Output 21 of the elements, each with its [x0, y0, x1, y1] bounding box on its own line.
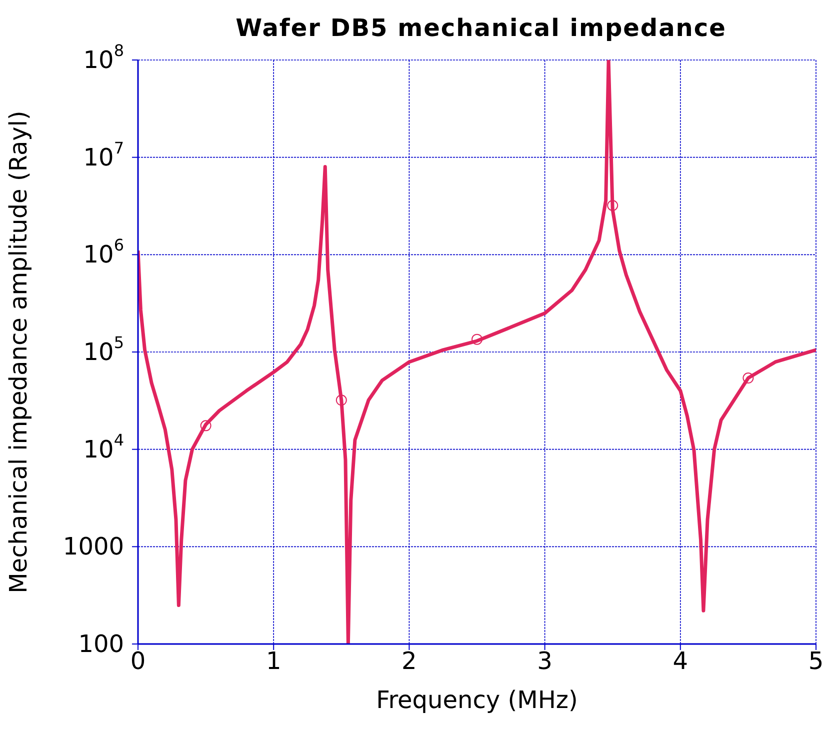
point [200, 420, 212, 432]
x-tick-label: 0 [130, 647, 146, 676]
y-tick-label: 10$^{6}$ [83, 236, 124, 269]
y-tick-label: 10$^{7}$ [83, 138, 124, 172]
point [472, 334, 482, 345]
y-axis-title: Mechanical impedance amplitude (Rayl) [4, 110, 33, 594]
point [607, 200, 618, 211]
y-tick-label: 1000 [62, 532, 124, 561]
x-tick-label: 4 [672, 647, 688, 676]
y-tick-label: 100 [78, 630, 124, 658]
x-tick-label: 5 [808, 647, 824, 676]
point [336, 394, 347, 406]
y-tick-label: 10$^{5}$ [83, 333, 124, 366]
x-axis-title: Frequency (MHz) [376, 686, 578, 714]
point [742, 372, 754, 384]
x-tick-label: 3 [537, 647, 552, 676]
x-tick-label: 1 [266, 647, 282, 676]
x-tick-label: 2 [402, 647, 417, 676]
chart-title: Wafer DB5 mechanical impedance [234, 14, 728, 42]
y-tick-label: 10$^{4}$ [83, 430, 124, 464]
y-tick-label: 10$^{8}$ [83, 41, 124, 74]
